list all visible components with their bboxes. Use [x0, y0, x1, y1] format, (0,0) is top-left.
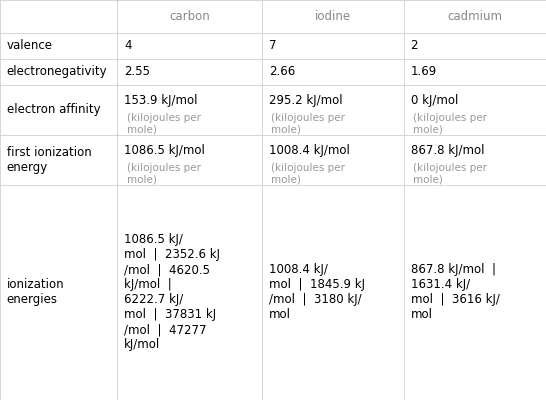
Text: (kilojoules per
mole): (kilojoules per mole)	[271, 113, 346, 134]
Text: (kilojoules per
mole): (kilojoules per mole)	[127, 163, 201, 184]
Text: first ionization
energy: first ionization energy	[7, 146, 91, 174]
Text: 153.9 kJ/mol: 153.9 kJ/mol	[124, 94, 198, 107]
Text: 1008.4 kJ/
mol  |  1845.9 kJ
/mol  |  3180 kJ/
mol: 1008.4 kJ/ mol | 1845.9 kJ /mol | 3180 k…	[269, 263, 365, 322]
Text: 2.66: 2.66	[269, 65, 295, 78]
Text: (kilojoules per
mole): (kilojoules per mole)	[271, 163, 346, 184]
Text: (kilojoules per
mole): (kilojoules per mole)	[127, 113, 201, 134]
Text: 4: 4	[124, 39, 132, 52]
Text: iodine: iodine	[315, 10, 351, 23]
Text: carbon: carbon	[169, 10, 210, 23]
Text: 867.8 kJ/mol  |
1631.4 kJ/
mol  |  3616 kJ/
mol: 867.8 kJ/mol | 1631.4 kJ/ mol | 3616 kJ/…	[411, 263, 500, 322]
Text: electron affinity: electron affinity	[7, 103, 100, 116]
Text: 867.8 kJ/mol: 867.8 kJ/mol	[411, 144, 484, 157]
Text: valence: valence	[7, 39, 52, 52]
Text: 295.2 kJ/mol: 295.2 kJ/mol	[269, 94, 342, 107]
Text: (kilojoules per
mole): (kilojoules per mole)	[413, 113, 488, 134]
Text: 1.69: 1.69	[411, 65, 437, 78]
Text: (kilojoules per
mole): (kilojoules per mole)	[413, 163, 488, 184]
Text: 1086.5 kJ/
mol  |  2352.6 kJ
/mol  |  4620.5
kJ/mol  |
6222.7 kJ/
mol  |  37831 : 1086.5 kJ/ mol | 2352.6 kJ /mol | 4620.5…	[124, 233, 220, 351]
Text: 0 kJ/mol: 0 kJ/mol	[411, 94, 458, 107]
Text: 2.55: 2.55	[124, 65, 150, 78]
Text: cadmium: cadmium	[448, 10, 502, 23]
Text: ionization
energies: ionization energies	[7, 278, 64, 306]
Text: 1086.5 kJ/mol: 1086.5 kJ/mol	[124, 144, 205, 157]
Text: 2: 2	[411, 39, 418, 52]
Text: electronegativity: electronegativity	[7, 65, 107, 78]
Text: 7: 7	[269, 39, 276, 52]
Text: 1008.4 kJ/mol: 1008.4 kJ/mol	[269, 144, 349, 157]
